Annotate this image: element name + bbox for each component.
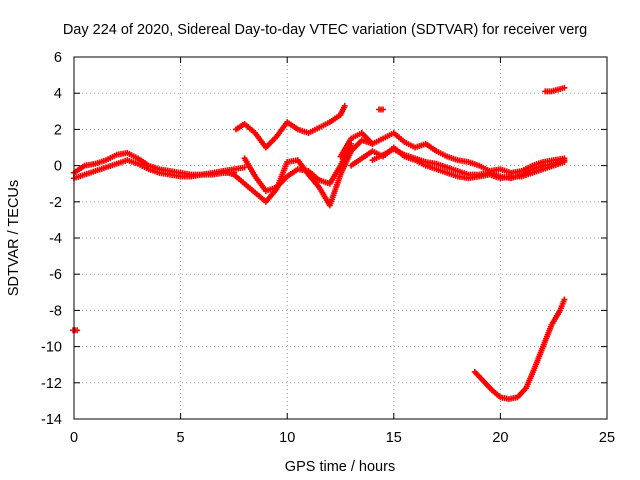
y-tick-label: -12 <box>41 376 62 392</box>
y-tick-label: -2 <box>49 195 62 211</box>
data-point <box>561 84 568 91</box>
series-deep-track <box>471 296 568 403</box>
series-isolated-point-b <box>70 327 81 334</box>
x-tick-label: 20 <box>492 430 508 446</box>
data-point <box>341 102 348 109</box>
x-tick-label: 15 <box>386 430 402 446</box>
axis-ticks: 0 5 10 15 20 25 -14 -12 -10 -8 -6 -4 -2 0 2 4 6 <box>41 50 615 446</box>
x-tick-label: 10 <box>279 430 295 446</box>
x-axis-label: GPS time / hours <box>285 459 395 475</box>
y-axis-label: SDTVAR / TECUs <box>6 180 22 296</box>
y-tick-label: -4 <box>49 231 62 247</box>
x-tick-label: 25 <box>599 430 615 446</box>
y-tick-label: 6 <box>54 50 62 66</box>
data-point <box>561 296 568 303</box>
data-point <box>376 106 383 113</box>
y-tick-label: 4 <box>54 86 62 102</box>
y-tick-label: 0 <box>54 159 62 175</box>
y-tick-label: -10 <box>41 340 62 356</box>
series-dip-track <box>220 137 376 209</box>
grid-lines <box>74 57 607 419</box>
data-point <box>241 164 248 171</box>
data-point <box>561 157 568 164</box>
series-isolated-point-a <box>376 106 387 113</box>
series-main-band-b <box>71 157 237 182</box>
series-late-band-a <box>337 130 568 176</box>
data-point <box>70 327 77 334</box>
series-late-band-c <box>369 146 568 182</box>
y-tick-label: 2 <box>54 122 62 138</box>
chart-title: Day 224 of 2020, Sidereal Day-to-day VTE… <box>63 22 587 38</box>
series-high-cluster <box>542 84 568 95</box>
data-series <box>70 84 568 403</box>
x-tick-label: 0 <box>70 430 78 446</box>
series-upper-track <box>233 102 348 151</box>
x-tick-label: 5 <box>177 430 185 446</box>
series-mid-track <box>241 140 355 194</box>
y-tick-label: -14 <box>41 412 62 428</box>
y-tick-label: -6 <box>49 267 62 283</box>
y-tick-label: -8 <box>49 303 62 319</box>
